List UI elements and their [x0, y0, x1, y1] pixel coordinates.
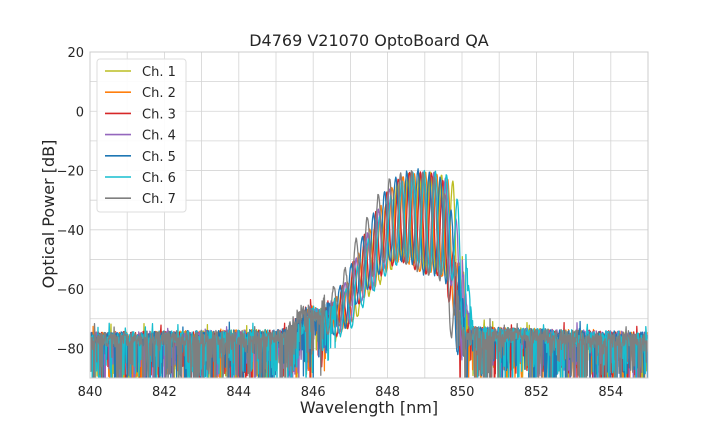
y-tick-label: −80: [57, 342, 84, 357]
series-layer: [90, 168, 648, 378]
x-tick-label: 840: [78, 385, 103, 400]
x-axis-label: Wavelength [nm]: [300, 398, 438, 417]
chart-title: D4769 V21070 OptoBoard QA: [249, 31, 489, 50]
x-tick-label: 846: [301, 385, 326, 400]
series-line-7: [90, 169, 648, 378]
x-tick-label: 852: [524, 385, 549, 400]
legend-box: [96, 58, 187, 213]
legend-label: Ch. 7: [142, 192, 176, 207]
legend-label: Ch. 2: [142, 86, 176, 101]
x-axis-ticks: 840 842 844 846 848 850 852 854: [78, 385, 624, 400]
x-tick-label: 844: [226, 385, 251, 400]
x-tick-label: 850: [450, 385, 475, 400]
y-tick-label: −40: [57, 224, 84, 239]
x-tick-label: 848: [375, 385, 400, 400]
legend-label: Ch. 3: [142, 107, 176, 122]
y-axis-label: Optical Power [dB]: [39, 140, 58, 289]
y-axis-ticks: 20 0 −20 −40 −60 −80: [57, 46, 84, 357]
y-tick-label: −20: [57, 165, 84, 180]
y-tick-label: 0: [76, 105, 84, 120]
y-tick-label: −60: [57, 283, 84, 298]
plot-frame: [89, 51, 649, 379]
legend: Ch. 1 Ch. 2 Ch. 3 Ch. 4 Ch. 5 Ch. 6 Ch. 7: [96, 58, 187, 213]
legend-label: Ch. 6: [142, 171, 176, 186]
legend-label: Ch. 4: [142, 129, 176, 144]
x-tick-label: 854: [598, 385, 623, 400]
legend-label: Ch. 1: [142, 65, 176, 80]
y-tick-label: 20: [67, 46, 84, 61]
legend-label: Ch. 5: [142, 150, 176, 165]
x-tick-label: 842: [152, 385, 177, 400]
